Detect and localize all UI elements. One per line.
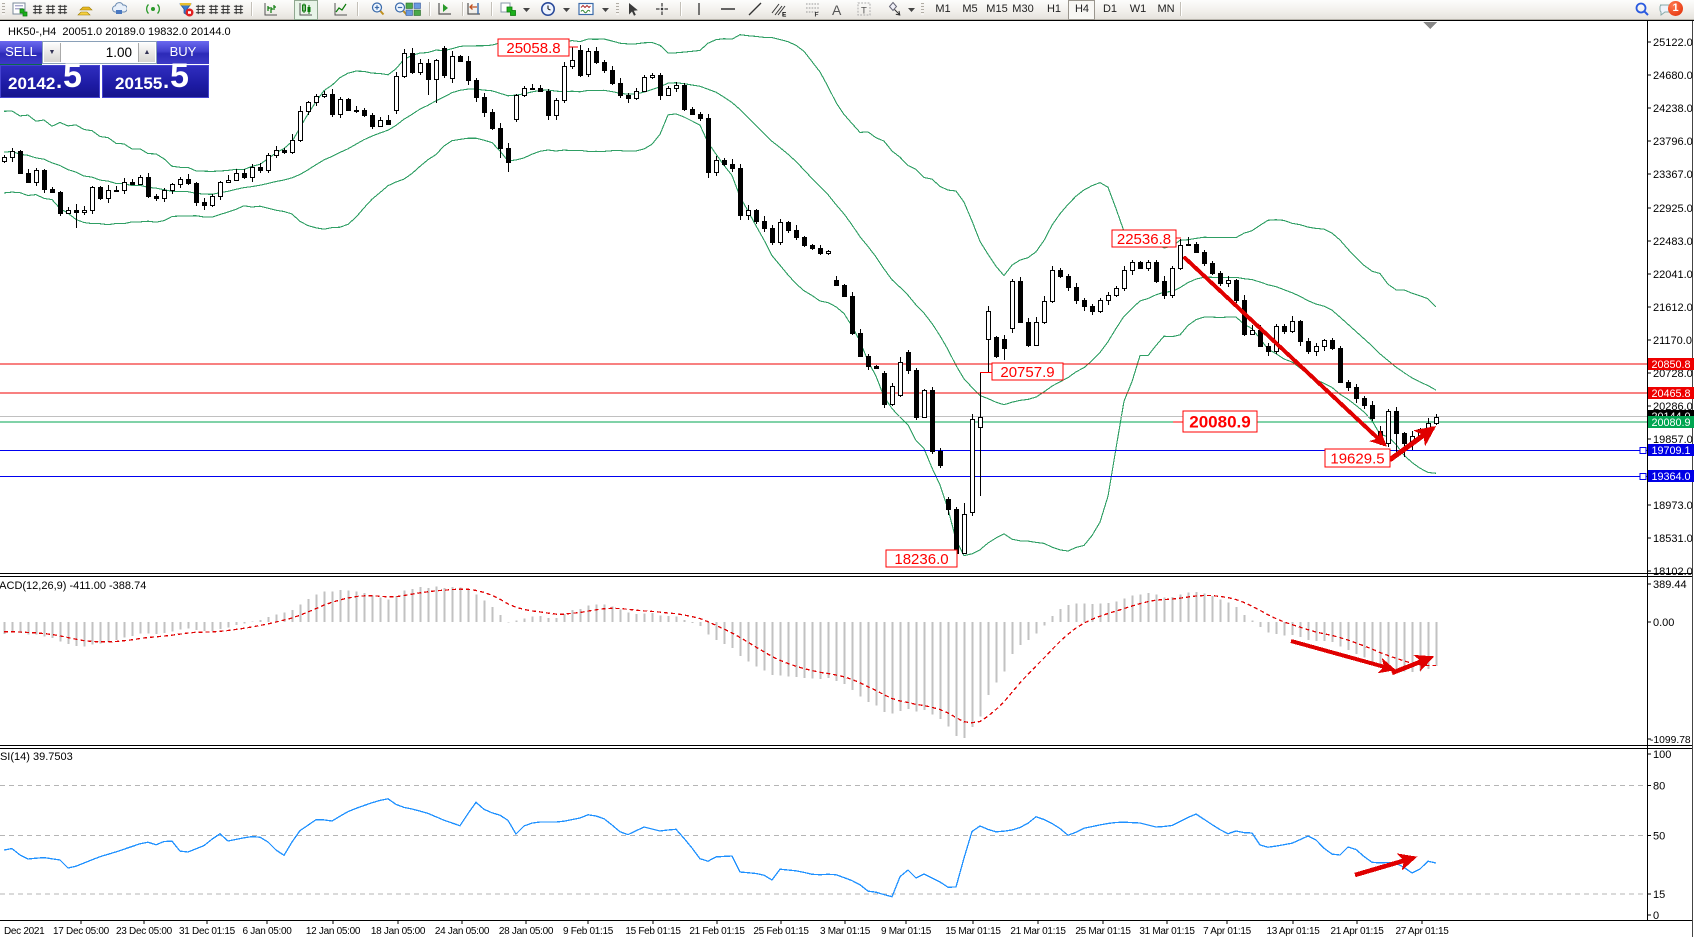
- svg-text:28 Jan 05:00: 28 Jan 05:00: [499, 926, 554, 937]
- svg-text:22925.0: 22925.0: [1653, 203, 1693, 215]
- svg-text:24238.0: 24238.0: [1653, 103, 1693, 115]
- svg-text:18531.0: 18531.0: [1653, 533, 1693, 545]
- svg-text:-1099.78: -1099.78: [1650, 735, 1691, 746]
- svg-text:18 Jan 05:00: 18 Jan 05:00: [371, 926, 426, 937]
- svg-text:20080.9: 20080.9: [1189, 413, 1250, 432]
- svg-text:20757.9: 20757.9: [1000, 364, 1054, 381]
- svg-text:20080.9: 20080.9: [1651, 417, 1690, 429]
- svg-text:F: F: [815, 12, 819, 19]
- svg-text:3 Mar 01:15: 3 Mar 01:15: [820, 926, 871, 937]
- svg-text:24680.0: 24680.0: [1653, 70, 1693, 82]
- svg-text:21 Mar 01:15: 21 Mar 01:15: [1010, 926, 1066, 937]
- svg-text:24 Jan 05:00: 24 Jan 05:00: [435, 926, 490, 937]
- svg-text:31 Dec 01:15: 31 Dec 01:15: [179, 926, 236, 937]
- svg-text:21 Apr 01:15: 21 Apr 01:15: [1330, 926, 1384, 937]
- svg-text:20850.8: 20850.8: [1651, 359, 1690, 371]
- svg-text:23367.0: 23367.0: [1653, 169, 1693, 181]
- svg-text:15: 15: [1653, 889, 1665, 901]
- svg-text:25058.8: 25058.8: [506, 40, 560, 57]
- svg-text:18973.0: 18973.0: [1653, 500, 1693, 512]
- svg-text:HK50-,H4 20051.0 20189.0 1983: HK50-,H4 20051.0 20189.0 19832.0 20144.0: [8, 26, 231, 38]
- svg-text:12 Jan 05:00: 12 Jan 05:00: [306, 926, 361, 937]
- svg-text:17 Dec 05:00: 17 Dec 05:00: [53, 926, 110, 937]
- svg-text:50: 50: [1653, 831, 1665, 843]
- svg-text:23 Dec 05:00: 23 Dec 05:00: [116, 926, 173, 937]
- svg-text:25122.0: 25122.0: [1653, 37, 1693, 49]
- svg-text:19857.0: 19857.0: [1653, 434, 1693, 446]
- svg-text:15 Feb 01:15: 15 Feb 01:15: [625, 926, 681, 937]
- svg-text:389.44: 389.44: [1653, 579, 1687, 591]
- svg-text:23796.0: 23796.0: [1653, 136, 1693, 148]
- svg-text:9 Feb 01:15: 9 Feb 01:15: [563, 926, 614, 937]
- svg-text:0.00: 0.00: [1653, 617, 1674, 629]
- svg-text:27 Apr 01:15: 27 Apr 01:15: [1395, 926, 1449, 937]
- svg-text:T: T: [861, 6, 867, 17]
- svg-text:E: E: [782, 12, 787, 19]
- svg-text:9 Mar 01:15: 9 Mar 01:15: [881, 926, 932, 937]
- svg-text:18236.0: 18236.0: [894, 551, 948, 568]
- svg-text:19709.1: 19709.1: [1651, 445, 1690, 457]
- svg-text:6 Jan 05:00: 6 Jan 05:00: [243, 926, 293, 937]
- svg-text:25 Feb 01:15: 25 Feb 01:15: [753, 926, 809, 937]
- svg-text:15 Mar 01:15: 15 Mar 01:15: [945, 926, 1001, 937]
- svg-text:80: 80: [1653, 780, 1665, 792]
- svg-text:31 Mar 01:15: 31 Mar 01:15: [1139, 926, 1195, 937]
- svg-text:20465.8: 20465.8: [1651, 388, 1690, 400]
- svg-text:22536.8: 22536.8: [1117, 231, 1171, 248]
- svg-text:22483.0: 22483.0: [1653, 236, 1693, 248]
- svg-text:25 Mar 01:15: 25 Mar 01:15: [1075, 926, 1131, 937]
- svg-text:RSI(14) 39.7503: RSI(14) 39.7503: [0, 751, 73, 763]
- svg-text:21170.0: 21170.0: [1653, 335, 1692, 347]
- svg-text:20728.0: 20728.0: [1653, 368, 1693, 380]
- svg-text:100: 100: [1653, 749, 1671, 761]
- svg-text:19629.5: 19629.5: [1330, 450, 1384, 467]
- svg-text:7 Apr 01:15: 7 Apr 01:15: [1203, 926, 1252, 937]
- svg-text:13 Apr 01:15: 13 Apr 01:15: [1266, 926, 1320, 937]
- svg-text:0: 0: [1653, 910, 1659, 922]
- svg-text:21 Feb 01:15: 21 Feb 01:15: [689, 926, 745, 937]
- svg-text:MACD(12,26,9) -411.00 -388.74: MACD(12,26,9) -411.00 -388.74: [0, 580, 146, 592]
- svg-text:19364.0: 19364.0: [1651, 471, 1690, 483]
- svg-text:21612.0: 21612.0: [1653, 302, 1693, 314]
- svg-text:22041.0: 22041.0: [1653, 269, 1693, 281]
- svg-text:18102.0: 18102.0: [1653, 566, 1693, 578]
- svg-text:Dec 2021: Dec 2021: [4, 926, 45, 937]
